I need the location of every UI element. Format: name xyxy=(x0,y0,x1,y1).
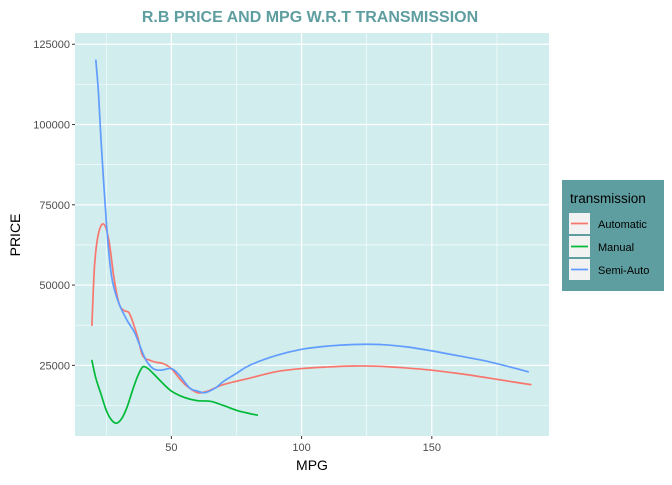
series-line-semi-auto xyxy=(94,59,530,394)
minor-gridlines xyxy=(75,33,549,436)
legend-label-semi-auto: Semi-Auto xyxy=(598,265,649,277)
y-tick-label: 100000 xyxy=(33,120,70,132)
x-tick-label: 100 xyxy=(292,442,310,454)
y-axis: 25000 50000 75000 100000 125000 xyxy=(33,39,75,372)
legend: transmission Automatic Manual Semi-Auto xyxy=(562,180,664,291)
x-tick-label: 150 xyxy=(423,442,441,454)
legend-label-manual: Manual xyxy=(598,242,634,254)
x-axis: 50 100 150 xyxy=(165,436,441,454)
y-axis-label: PRICE xyxy=(7,214,23,257)
y-tick-label: 50000 xyxy=(39,280,70,292)
y-tick-label: 75000 xyxy=(39,200,70,212)
series-line-manual xyxy=(91,359,259,425)
x-axis-label: MPG xyxy=(296,457,328,473)
chart-title: R.B PRICE AND MPG W.R.T TRANSMISSION xyxy=(142,9,478,26)
legend-items: Automatic Manual Semi-Auto xyxy=(569,213,649,280)
x-tick-label: 50 xyxy=(165,442,177,454)
y-tick-label: 25000 xyxy=(39,360,70,372)
legend-label-automatic: Automatic xyxy=(598,219,647,231)
series-line-automatic xyxy=(91,223,532,394)
y-tick-label: 125000 xyxy=(33,39,70,51)
series-lines xyxy=(91,59,532,425)
legend-title: transmission xyxy=(570,191,646,206)
